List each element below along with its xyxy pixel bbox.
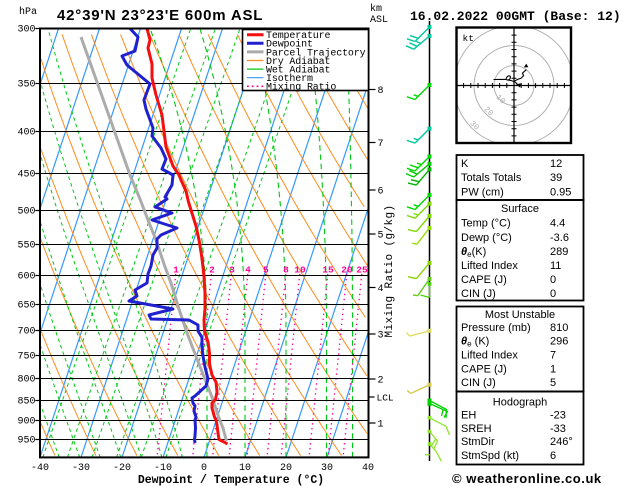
svg-text:296: 296 bbox=[550, 336, 568, 348]
svg-text:11: 11 bbox=[550, 260, 561, 272]
svg-text:289: 289 bbox=[550, 246, 568, 258]
svg-text:900: 900 bbox=[17, 417, 35, 428]
svg-text:12: 12 bbox=[550, 158, 562, 170]
svg-text:-40: -40 bbox=[31, 463, 49, 474]
svg-text:Temperature: Temperature bbox=[266, 31, 331, 42]
svg-text:700: 700 bbox=[17, 327, 35, 338]
svg-text:15: 15 bbox=[322, 265, 334, 276]
svg-text:Dewpoint: Dewpoint bbox=[266, 39, 313, 51]
svg-text:-10: -10 bbox=[154, 463, 172, 474]
svg-text:10: 10 bbox=[239, 463, 251, 474]
svg-text:0: 0 bbox=[550, 274, 556, 286]
svg-text:450: 450 bbox=[17, 170, 35, 181]
svg-text:hPa: hPa bbox=[19, 6, 37, 18]
svg-text:25: 25 bbox=[356, 265, 368, 276]
svg-text:Wet Adiabat: Wet Adiabat bbox=[266, 65, 330, 77]
svg-text:16.02.2022 00GMT (Base: 12): 16.02.2022 00GMT (Base: 12) bbox=[410, 9, 621, 24]
svg-text:CIN (J): CIN (J) bbox=[461, 288, 496, 300]
svg-text:7: 7 bbox=[550, 350, 556, 362]
svg-text:4.4: 4.4 bbox=[550, 218, 565, 230]
svg-text:θe (K): θe (K) bbox=[461, 336, 489, 349]
svg-text:Dewp (°C): Dewp (°C) bbox=[461, 232, 512, 244]
svg-text:Pressure (mb): Pressure (mb) bbox=[461, 322, 531, 334]
svg-text:2: 2 bbox=[378, 376, 384, 387]
svg-text:20: 20 bbox=[280, 463, 292, 474]
svg-text:Parcel Trajectory: Parcel Trajectory bbox=[266, 47, 366, 59]
svg-text:3: 3 bbox=[378, 331, 384, 342]
svg-text:600: 600 bbox=[17, 272, 35, 283]
svg-text:5: 5 bbox=[378, 231, 384, 242]
svg-text:-30: -30 bbox=[72, 463, 90, 474]
svg-text:4: 4 bbox=[245, 265, 251, 276]
svg-text:km: km bbox=[370, 3, 382, 15]
svg-text:Mixing Ratio: Mixing Ratio bbox=[266, 82, 336, 94]
svg-text:kt: kt bbox=[463, 33, 474, 44]
svg-text:EH: EH bbox=[461, 410, 476, 422]
svg-text:1: 1 bbox=[550, 364, 556, 376]
svg-text:5: 5 bbox=[263, 265, 269, 276]
svg-text:Most Unstable: Most Unstable bbox=[485, 309, 555, 321]
svg-text:Lifted Index: Lifted Index bbox=[461, 260, 518, 272]
svg-text:Lifted Index: Lifted Index bbox=[461, 350, 518, 362]
svg-text:750: 750 bbox=[17, 352, 35, 363]
svg-text:0: 0 bbox=[550, 288, 556, 300]
svg-text:950: 950 bbox=[17, 436, 35, 447]
svg-text:-33: -33 bbox=[550, 423, 566, 435]
svg-text:8: 8 bbox=[378, 86, 384, 97]
svg-text:8: 8 bbox=[283, 265, 289, 276]
svg-text:K: K bbox=[461, 158, 469, 170]
svg-text:350: 350 bbox=[17, 80, 35, 91]
svg-text:© weatheronline.co.uk: © weatheronline.co.uk bbox=[452, 471, 602, 486]
svg-text:40: 40 bbox=[362, 463, 374, 474]
svg-text:800: 800 bbox=[17, 375, 35, 386]
svg-text:PW (cm): PW (cm) bbox=[461, 187, 504, 199]
svg-text:2: 2 bbox=[209, 265, 215, 276]
svg-text:10: 10 bbox=[294, 265, 306, 276]
svg-text:650: 650 bbox=[17, 301, 35, 312]
svg-text:300: 300 bbox=[17, 25, 35, 36]
svg-text:Dewpoint / Temperature (°C): Dewpoint / Temperature (°C) bbox=[138, 474, 324, 486]
svg-text:0.95: 0.95 bbox=[550, 187, 571, 199]
svg-text:LCL: LCL bbox=[377, 393, 394, 404]
svg-text:246°: 246° bbox=[550, 436, 573, 448]
svg-text:SREH: SREH bbox=[461, 423, 492, 435]
svg-text:4: 4 bbox=[378, 284, 384, 295]
svg-text:550: 550 bbox=[17, 241, 35, 252]
svg-text:1: 1 bbox=[378, 420, 384, 431]
svg-text:θe(K): θe(K) bbox=[461, 246, 486, 259]
svg-text:1: 1 bbox=[173, 265, 179, 276]
svg-text:Dry Adiabat: Dry Adiabat bbox=[266, 56, 330, 68]
svg-text:ASL: ASL bbox=[370, 15, 388, 26]
svg-text:Hodograph: Hodograph bbox=[493, 397, 547, 409]
svg-text:3: 3 bbox=[229, 265, 235, 276]
svg-text:-20: -20 bbox=[113, 463, 131, 474]
svg-text:0: 0 bbox=[201, 463, 207, 474]
svg-text:39: 39 bbox=[550, 172, 562, 184]
svg-text:500: 500 bbox=[17, 207, 35, 218]
svg-text:7: 7 bbox=[378, 139, 384, 150]
svg-text:30: 30 bbox=[321, 463, 333, 474]
svg-text:StmSpd (kt): StmSpd (kt) bbox=[461, 450, 519, 462]
svg-text:850: 850 bbox=[17, 397, 35, 408]
svg-text:6: 6 bbox=[378, 187, 384, 198]
svg-text:Surface: Surface bbox=[501, 203, 539, 215]
svg-text:810: 810 bbox=[550, 322, 568, 334]
svg-text:20: 20 bbox=[341, 265, 353, 276]
svg-text:5: 5 bbox=[550, 377, 556, 389]
svg-text:6: 6 bbox=[550, 450, 556, 462]
svg-text:CIN (J): CIN (J) bbox=[461, 377, 496, 389]
svg-text:CAPE (J): CAPE (J) bbox=[461, 274, 507, 286]
svg-text:StmDir: StmDir bbox=[461, 436, 495, 448]
svg-text:Temp (°C): Temp (°C) bbox=[461, 218, 511, 230]
svg-text:-23: -23 bbox=[550, 410, 566, 422]
svg-text:CAPE (J): CAPE (J) bbox=[461, 364, 507, 376]
svg-text:400: 400 bbox=[17, 128, 35, 139]
svg-text:Totals Totals: Totals Totals bbox=[461, 172, 522, 184]
svg-text:Mixing Ratio (g/kg): Mixing Ratio (g/kg) bbox=[384, 204, 396, 337]
svg-text:42°39'N 23°23'E 600m ASL: 42°39'N 23°23'E 600m ASL bbox=[57, 7, 263, 24]
svg-text:-3.6: -3.6 bbox=[550, 232, 569, 244]
svg-text:Isotherm: Isotherm bbox=[266, 73, 313, 85]
